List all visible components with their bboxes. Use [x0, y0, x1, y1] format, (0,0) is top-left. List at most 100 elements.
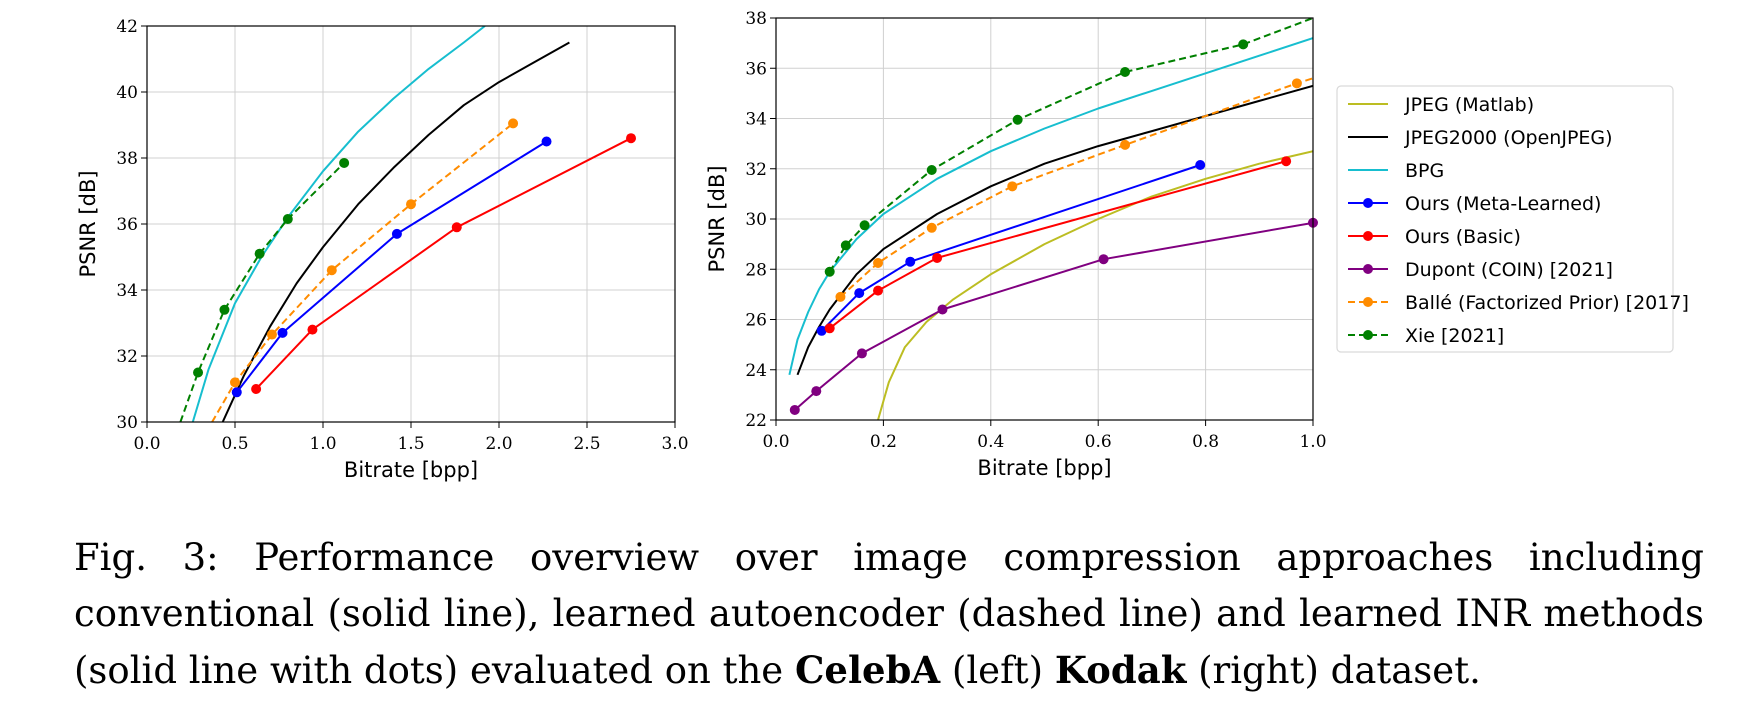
data-point-ball-factorized-prior-2017: [926, 222, 937, 233]
x-tick-label: 3.0: [661, 434, 688, 454]
series-line-jpeg2000-openjpeg: [221, 41, 570, 422]
data-point-ours-meta-learned: [277, 327, 288, 338]
legend: JPEG (Matlab) JPEG2000 (OpenJPEG) BPG Ours …: [1336, 85, 1689, 353]
data-point-ours-basic: [932, 252, 943, 263]
caption-prefix: Fig. 3: Performance overview over image …: [74, 536, 1704, 692]
data-point-ball-factorized-prior-2017: [873, 257, 884, 268]
data-point-ours-meta-learned: [854, 288, 865, 299]
data-point-xie-2021: [282, 214, 293, 225]
x-tick-label: 0.0: [762, 432, 789, 452]
series-line-xie-2021: [828, 18, 1313, 273]
x-tick-label: 1.0: [309, 434, 336, 454]
x-tick-label: 0.4: [977, 432, 1004, 452]
series-line-ours-basic: [255, 137, 632, 390]
x-axis-label: Bitrate [bpp]: [344, 458, 478, 482]
data-point-ball-factorized-prior-2017: [230, 377, 240, 388]
data-point-xie-2021: [339, 157, 350, 168]
data-point-ball-factorized-prior-2017: [1007, 181, 1018, 192]
y-tick-label: 36: [116, 215, 138, 235]
plot-celeba: 0.0 0.5 1.0 1.5 2.0 2.5 3.0 30 32 34 36 38 40 42 Bitra…: [76, 17, 689, 482]
caption-dataset-celeba: CelebA: [794, 648, 941, 692]
data-point-ours-meta-learned: [1195, 159, 1206, 170]
legend-marker-ours-basic: [1363, 231, 1373, 241]
x-tick-label: 1.5: [397, 434, 424, 454]
data-point-xie-2021: [1012, 114, 1023, 125]
plot-frame: [775, 17, 1314, 421]
legend-label-jpeg-matlab: JPEG (Matlab): [1404, 94, 1534, 116]
y-tick-label: 22: [745, 411, 767, 431]
x-tick-label: 1.0: [1299, 432, 1326, 452]
y-axis-label: PSNR [dB]: [76, 170, 100, 277]
legend-marker-ours-meta-learned: [1363, 198, 1373, 208]
data-point-ours-basic: [251, 384, 262, 394]
data-point-xie-2021: [859, 220, 870, 231]
series-line-ours-meta-learned: [236, 140, 548, 393]
series-group: [179, 26, 632, 422]
y-tick-label: 38: [745, 9, 767, 29]
series-line-jpeg-matlab: [877, 150, 1313, 420]
data-point-xie-2021: [1120, 67, 1131, 78]
legend-label-xie-2021: Xie [2021]: [1405, 325, 1504, 347]
caption-dataset-kodak: Kodak: [1054, 648, 1187, 692]
series-line-jpeg2000-openjpeg: [796, 84, 1313, 376]
legend-label-bpg: BPG: [1405, 160, 1444, 182]
data-point-xie-2021: [193, 367, 204, 378]
x-tick-label: 2.0: [485, 434, 512, 454]
legend-label-dupont-coin-2021: Dupont (COIN) [2021]: [1405, 259, 1613, 281]
y-tick-label: 34: [745, 110, 767, 130]
data-point-xie-2021: [219, 304, 230, 315]
x-tick-label: 0.5: [221, 434, 248, 454]
data-point-xie-2021: [840, 240, 851, 251]
data-point-ours-basic: [451, 222, 462, 233]
data-point-dupont-coin-2021: [937, 304, 948, 315]
y-tick-label: 30: [745, 210, 767, 230]
series-line-bpg: [191, 26, 486, 422]
data-point-ours-meta-learned: [816, 325, 827, 336]
data-point-xie-2021: [254, 248, 265, 259]
y-tick-label: 32: [116, 347, 138, 367]
data-point-ball-factorized-prior-2017: [1291, 78, 1302, 89]
legend-marker-ball-factorized-prior-2017: [1363, 297, 1373, 307]
data-point-xie-2021: [926, 165, 937, 176]
x-tick-label: 0.8: [1192, 432, 1219, 452]
data-point-ball-factorized-prior-2017: [326, 265, 337, 276]
figure-caption: Fig. 3: Performance overview over image …: [74, 530, 1704, 699]
data-point-ours-basic: [1281, 156, 1292, 167]
data-point-ours-basic: [307, 324, 318, 335]
legend-label-ours-meta-learned: Ours (Meta-Learned): [1405, 193, 1601, 215]
legend-label-ball-factorized-prior-2017: Ballé (Factorized Prior) [2017]: [1405, 292, 1689, 314]
data-point-dupont-coin-2021: [856, 348, 867, 359]
data-point-ball-factorized-prior-2017: [508, 118, 519, 129]
data-point-ours-basic: [824, 323, 835, 334]
caption-mid: (left): [940, 649, 1055, 692]
legend-marker-dupont-coin-2021: [1363, 264, 1373, 274]
y-tick-label: 30: [116, 413, 138, 433]
y-axis-label: PSNR [dB]: [705, 165, 729, 272]
legend-label-ours-basic: Ours (Basic): [1405, 226, 1521, 248]
data-point-ours-meta-learned: [541, 136, 552, 147]
plot-kodak: 0.0 0.2 0.4 0.6 0.8 1.0 22 24 26 28 30 32 34 36 38 Bitr…: [705, 9, 1327, 480]
y-tick-label: 36: [745, 59, 767, 79]
x-tick-label: 0.0: [133, 434, 160, 454]
y-tick-label: 32: [745, 160, 767, 180]
data-point-dupont-coin-2021: [789, 404, 800, 415]
x-tick-label: 2.5: [573, 434, 600, 454]
data-point-ours-meta-learned: [905, 256, 916, 267]
y-tick-label: 28: [745, 260, 767, 280]
data-point-ours-meta-learned: [231, 387, 242, 398]
series-line-ours-meta-learned: [820, 164, 1201, 332]
data-point-dupont-coin-2021: [1098, 254, 1109, 265]
y-tick-label: 34: [116, 281, 138, 301]
y-tick-label: 38: [116, 149, 138, 169]
series-line-ours-basic: [829, 160, 1287, 330]
plot-frame: [146, 25, 676, 423]
data-point-xie-2021: [824, 266, 835, 277]
figure: 0.0 0.5 1.0 1.5 2.0 2.5 3.0 30 32 34 36 38 40 42 Bitra…: [76, 9, 1689, 482]
series-line-xie-2021: [179, 162, 345, 422]
data-point-ball-factorized-prior-2017: [266, 329, 277, 340]
y-tick-label: 24: [745, 361, 767, 381]
data-point-ours-basic: [626, 133, 636, 144]
x-tick-label: 0.6: [1085, 432, 1112, 452]
y-tick-label: 42: [116, 17, 138, 37]
series-line-bpg: [788, 37, 1313, 376]
